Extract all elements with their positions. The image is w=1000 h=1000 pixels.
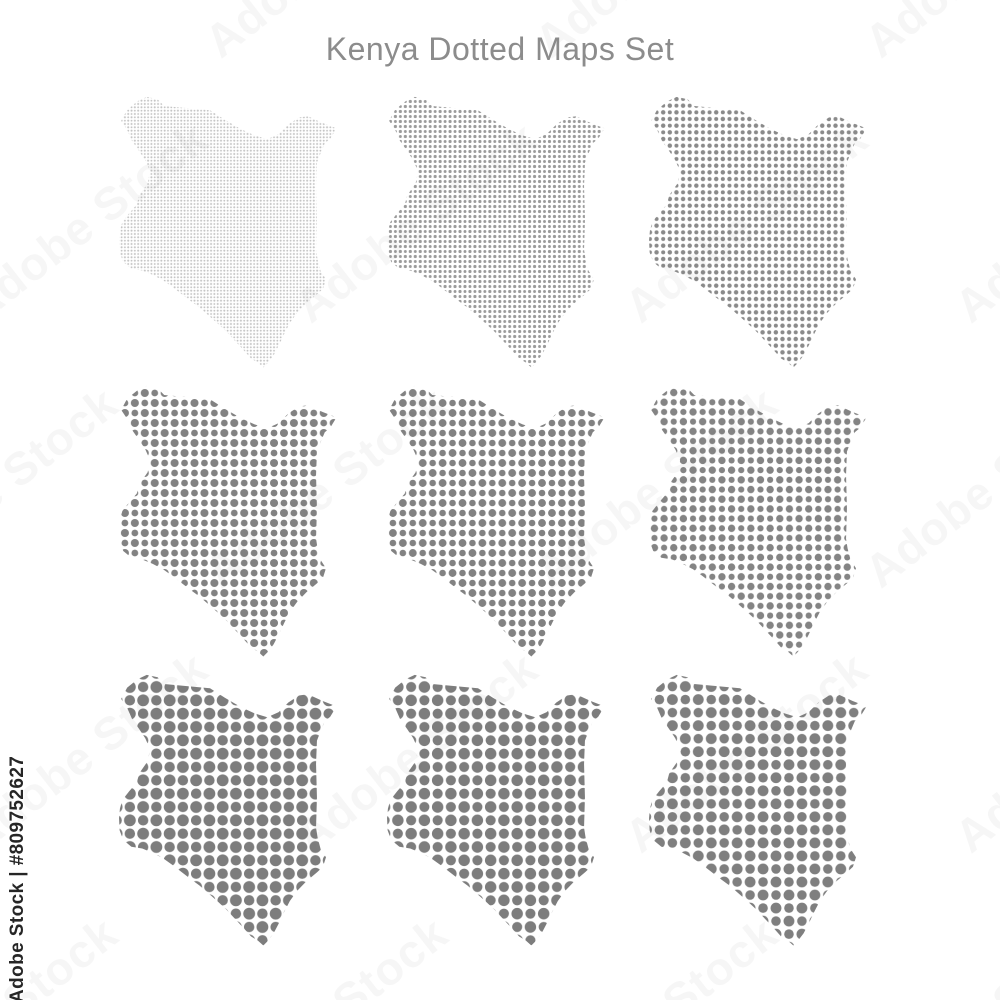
kenya-map-row2-col1 — [110, 378, 354, 678]
kenya-map-row3-col2 — [378, 667, 622, 967]
adobe-stock-id-watermark: Adobe Stock | #809752627 — [7, 755, 28, 1000]
kenya-map-row3-col1 — [110, 667, 354, 967]
kenya-map-row1-col1 — [110, 89, 354, 389]
kenya-map-row3-col3 — [640, 667, 884, 967]
kenya-map-row2-col3 — [640, 378, 884, 678]
kenya-map-row1-col2 — [378, 89, 622, 389]
page-title: Kenya Dotted Maps Set — [325, 31, 675, 67]
kenya-map-row1-col3 — [640, 89, 884, 389]
kenya-map-row2-col2 — [378, 378, 622, 678]
